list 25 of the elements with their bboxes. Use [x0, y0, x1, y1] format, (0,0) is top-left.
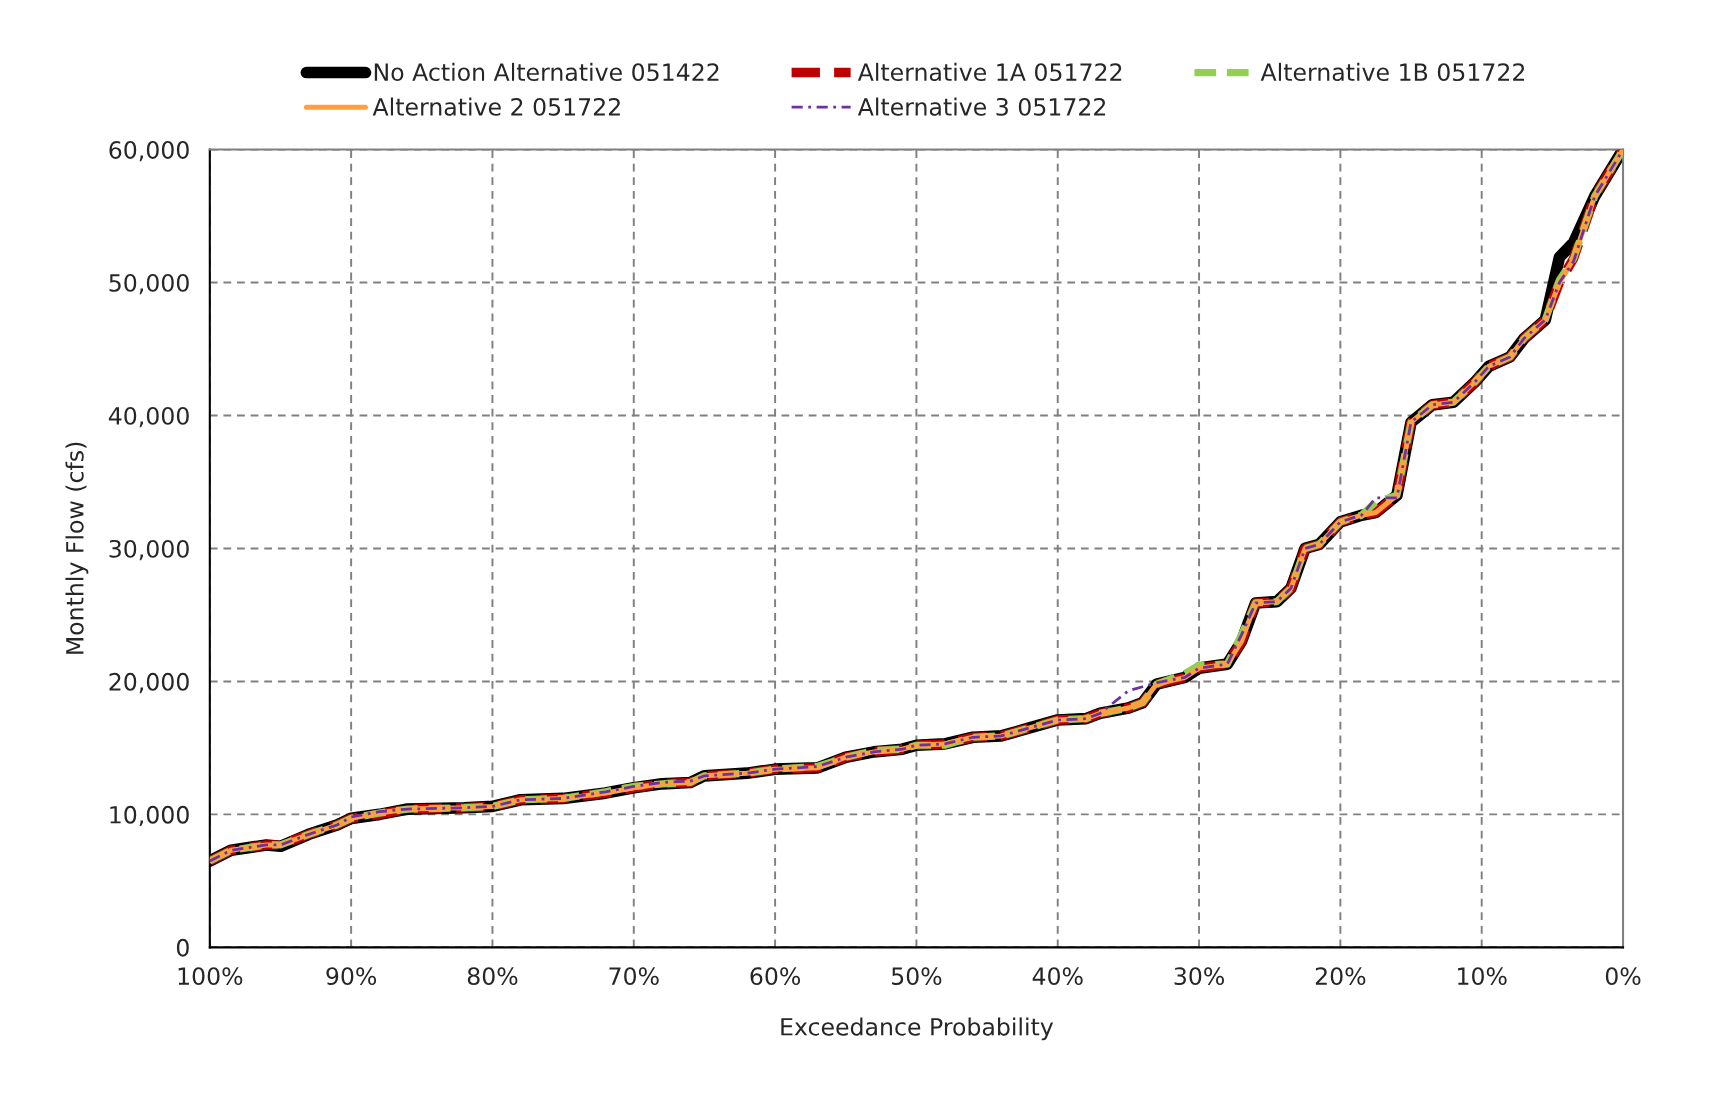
y-axis-title: Monthly Flow (cfs): [65, 442, 89, 654]
legend-label: Alternative 1B 051722: [1260, 62, 1525, 82]
x-tick-label: 70%: [609, 967, 659, 986]
x-tick-label: 80%: [467, 967, 518, 986]
x-tick-label: 100%: [178, 967, 243, 986]
y-tick-label: 20,000: [109, 672, 189, 694]
y-tick-label: 50,000: [109, 273, 189, 295]
legend-label: Alternative 2 051722: [372, 97, 620, 116]
x-tick-label: 40%: [1032, 967, 1083, 986]
x-tick-label: 0%: [1605, 967, 1641, 986]
y-tick-label: 30,000: [109, 539, 189, 561]
x-tick-label: 30%: [1174, 967, 1224, 986]
y-tick-label: 0: [176, 938, 189, 957]
x-tick-label: 50%: [892, 967, 942, 986]
y-tick-label: 60,000: [109, 141, 189, 162]
legend-label: Alternative 1A 051722: [857, 62, 1122, 82]
x-tick-label: 60%: [750, 967, 801, 986]
legend-label: Alternative 3 051722: [857, 97, 1106, 116]
y-tick-label: 10,000: [110, 805, 189, 827]
x-tick-label: 10%: [1458, 967, 1507, 986]
x-axis-title: Exceedance Probability: [781, 1017, 1054, 1041]
y-tick-label: 40,000: [108, 406, 189, 428]
x-tick-label: 90%: [326, 967, 377, 986]
legend-label: No Action Alternative 051422: [374, 62, 719, 82]
x-tick-label: 20%: [1315, 967, 1366, 986]
